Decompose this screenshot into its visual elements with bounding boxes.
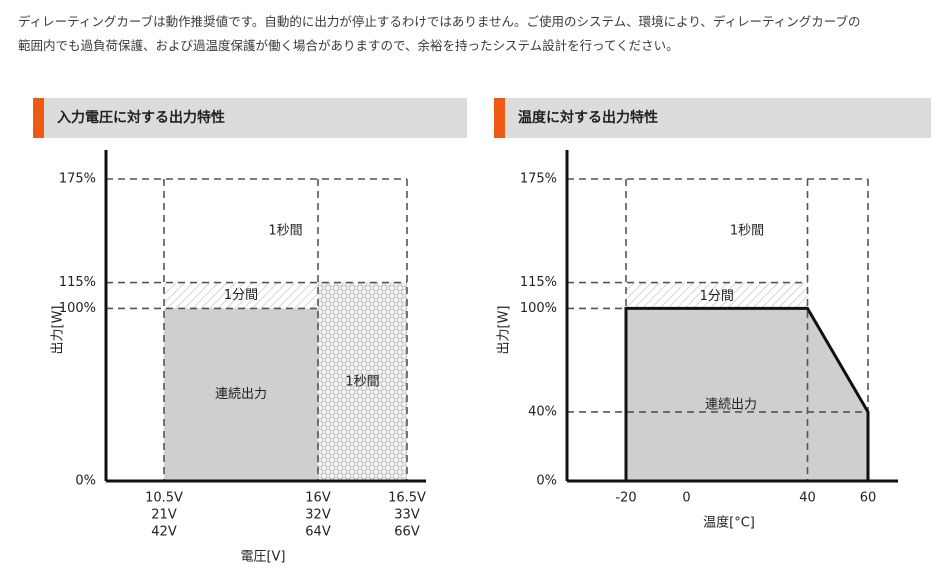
x-tick-label: 21V [151,508,177,523]
x-tick-label: 32V [305,508,331,523]
y-tick-label: 175% [59,172,96,187]
derating-curve [624,306,870,481]
region-label: 1分間 [700,289,734,304]
y-tick-label: 100% [520,301,557,316]
region-hatch [626,282,808,309]
continuous-output-area [626,308,868,481]
x-tick-label: 42V [151,525,177,540]
x-tick-label: 0 [682,491,690,506]
x-tick-label: 16.5V [388,491,426,506]
x-tick-label: 16V [305,491,331,506]
y-axis-label: 出力[W] [51,306,66,355]
y-tick-label: 115% [520,275,557,290]
x-tick-label: 60 [860,491,877,506]
intro-text: ディレーティングカーブは動作推奨値です。自動的に出力が停止するわけではありません… [18,10,943,58]
x-tick-label: 64V [305,525,331,540]
region-label: 1分間 [224,288,258,303]
x-tick-label: 33V [394,508,420,523]
y-tick-label: 115% [59,275,96,290]
region-hatch [164,282,318,309]
temperature-chart-header: 温度に対する出力特性 [494,98,931,138]
region-label: 1秒間 [345,374,379,389]
region-label: 1秒間 [730,223,764,238]
y-tick-label: 0% [536,474,557,489]
x-axis-label: 温度[°C] [703,515,755,531]
x-tick-label: 66V [394,525,420,540]
header-accent-bar [33,98,44,138]
intro-line-1: ディレーティングカーブは動作推奨値です。自動的に出力が停止するわけではありません… [18,14,861,29]
y-tick-label: 175% [520,172,557,187]
x-tick-label: -20 [615,491,636,506]
x-axis-label: 電圧[V] [240,550,285,565]
y-tick-label: 100% [59,301,96,316]
region-solid [164,308,318,481]
region-label: 1秒間 [268,223,302,238]
y-tick-label: 40% [528,404,557,419]
x-tick-label: 40 [799,491,816,506]
voltage-chart-title: 入力電圧に対する出力特性 [57,110,225,126]
temperature-chart-title: 温度に対する出力特性 [518,110,658,126]
y-tick-label: 0% [75,474,96,489]
region-dots [318,282,407,481]
header-accent-bar [494,98,505,138]
intro-line-2: 範囲内でも過負荷保護、および過温度保護が働く場合がありますので、余裕を持ったシス… [18,38,679,53]
voltage-chart-header: 入力電圧に対する出力特性 [33,98,467,138]
region-label: 連続出力 [705,398,757,413]
y-axis-label: 出力[W] [497,306,512,355]
x-tick-label: 10.5V [145,491,183,506]
region-label: 連続出力 [215,387,267,402]
